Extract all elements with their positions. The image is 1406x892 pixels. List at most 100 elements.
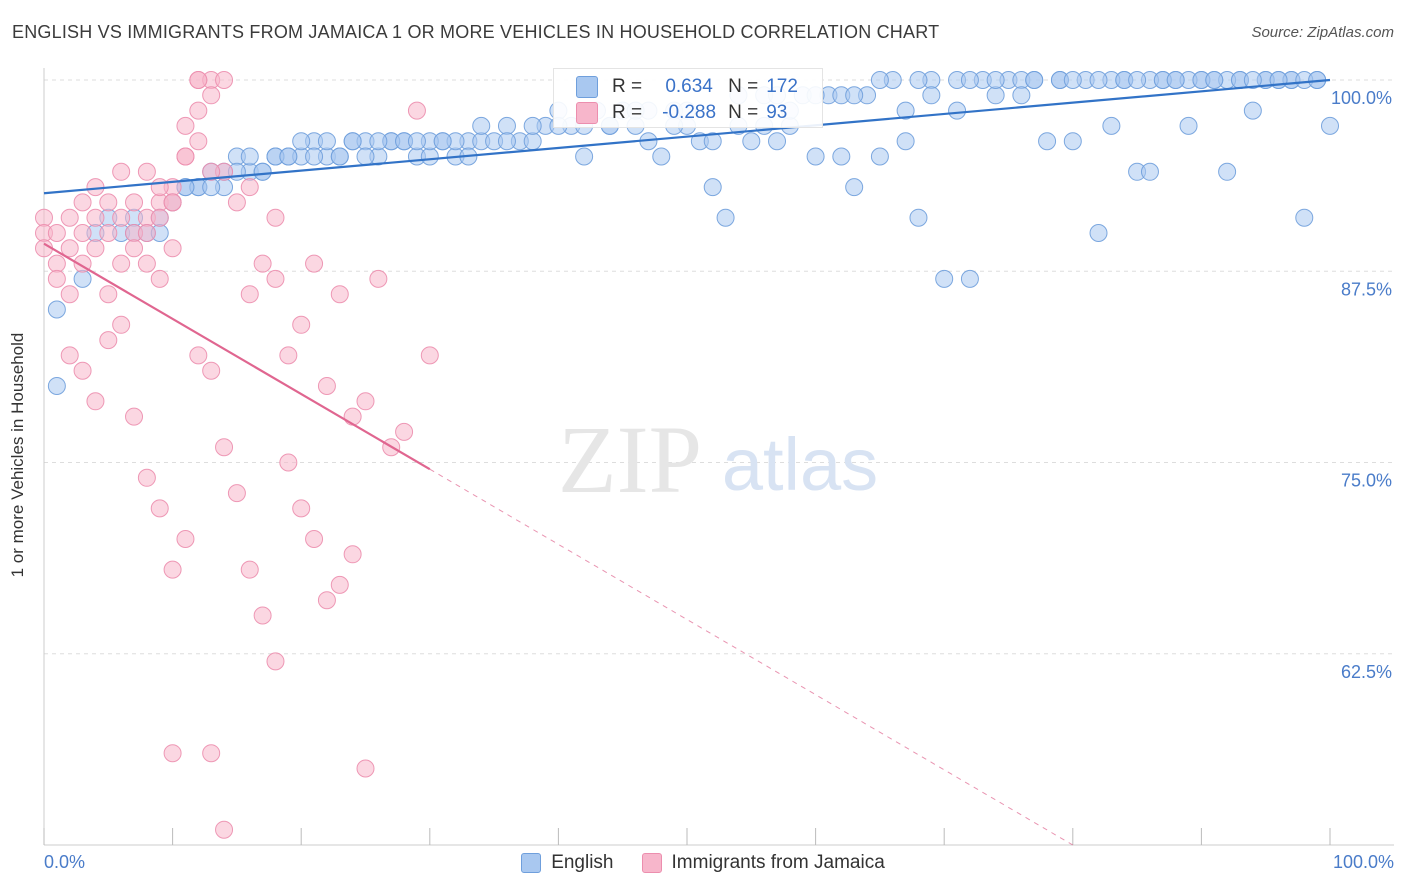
jamaica-point (189, 346, 208, 365)
english-point (960, 269, 979, 288)
english-point (575, 147, 594, 166)
jamaica-point (47, 254, 66, 273)
english-point (497, 132, 516, 151)
jamaica-point (356, 759, 375, 778)
english-point (1243, 101, 1262, 120)
english-point (1089, 224, 1108, 242)
jamaica-point (35, 208, 53, 227)
english-point (1063, 71, 1082, 89)
jamaica-point (176, 116, 195, 135)
english-point (1295, 208, 1314, 227)
english-point (1166, 71, 1185, 89)
y-tick-labels: 100.0% 87.5% 75.0% 62.5% (1331, 88, 1392, 682)
english-point (986, 86, 1005, 105)
jamaica-point (99, 193, 118, 212)
jamaica-point (215, 820, 234, 839)
jamaica-point (189, 101, 208, 120)
jamaica-point (86, 208, 105, 227)
english-point (703, 132, 722, 151)
english-n-label: N = (728, 76, 759, 97)
english-point (948, 101, 967, 120)
jamaica-point (202, 86, 221, 105)
english-point (523, 132, 542, 151)
jamaica-point (227, 484, 246, 503)
jamaica-point (202, 162, 221, 181)
legend-item-english[interactable]: English (521, 852, 614, 874)
jamaica-point (99, 224, 118, 242)
jamaica-point (73, 224, 92, 242)
english-point (47, 377, 66, 395)
jamaica-point (99, 331, 118, 350)
jamaica-point (317, 591, 336, 610)
jamaica-point (395, 422, 414, 441)
jamaica-point (125, 193, 144, 212)
english-swatch (576, 76, 598, 98)
jamaica-point (305, 254, 324, 273)
stats-row-english: R = 0.634 N = 172 (576, 75, 798, 99)
jamaica-point (215, 438, 234, 457)
jamaica-point (343, 407, 362, 426)
english-point (1012, 86, 1031, 105)
jamaica-point (60, 346, 79, 365)
watermark-zip: ZIP (558, 406, 702, 513)
english-point (1179, 116, 1198, 135)
jamaica-r-value: -0.288 (662, 102, 717, 123)
jamaica-point (125, 407, 144, 426)
jamaica-point (137, 468, 156, 487)
english-point (909, 208, 928, 227)
english-point (47, 300, 66, 319)
jamaica-point (202, 744, 221, 763)
english-point (1025, 71, 1044, 89)
jamaica-point (112, 254, 131, 273)
jamaica-point (150, 178, 169, 197)
jamaica-point (317, 377, 336, 395)
jamaica-point (240, 178, 259, 197)
jamaica-points (35, 71, 439, 839)
english-point (1038, 132, 1057, 151)
english-point (240, 147, 259, 166)
source-label: Source: ZipAtlas.com (1251, 24, 1394, 41)
jamaica-point (266, 652, 285, 671)
jamaica-swatch (576, 102, 598, 124)
jamaica-point (60, 208, 79, 227)
legend-jamaica-label: Immigrants from Jamaica (671, 852, 885, 873)
jamaica-point (163, 239, 182, 258)
english-point (845, 86, 864, 105)
jamaica-point (407, 101, 426, 120)
english-point (870, 147, 889, 166)
jamaica-point (60, 285, 79, 304)
jamaica-point (266, 269, 285, 288)
jamaica-n-label: N = (728, 102, 759, 123)
legend: English Immigrants from Jamaica (0, 852, 1406, 874)
english-point (986, 71, 1005, 89)
jamaica-point (112, 208, 131, 227)
jamaica-point (73, 361, 92, 380)
jamaica-point (343, 545, 362, 564)
jamaica-point (215, 71, 234, 89)
english-point (1140, 162, 1159, 181)
jamaica-point (253, 606, 272, 625)
jamaica-point (279, 453, 298, 472)
english-point (1089, 71, 1108, 89)
english-point (1102, 116, 1121, 135)
jamaica-point (137, 254, 156, 273)
english-point (1205, 71, 1224, 89)
english-point (407, 132, 426, 151)
jamaica-point (292, 315, 311, 334)
jamaica-point (112, 315, 131, 334)
jamaica-point (330, 575, 349, 594)
y-tick-label: 87.5% (1341, 279, 1392, 299)
english-point (356, 147, 375, 166)
english-point (472, 116, 491, 135)
jamaica-n-value: 93 (766, 102, 788, 123)
english-point (845, 178, 864, 197)
stats-box: R = 0.634 N = 172 R = -0.288 N = 93 (553, 68, 823, 128)
jamaica-point (150, 208, 169, 227)
jamaica-point (86, 239, 105, 258)
stats-row-jamaica: R = -0.288 N = 93 (576, 101, 787, 125)
legend-english-swatch (521, 853, 542, 873)
x-tick-max: 100.0% (1332, 852, 1394, 872)
jamaica-point (189, 71, 208, 89)
jamaica-point (240, 285, 259, 304)
legend-item-jamaica[interactable]: Immigrants from Jamaica (641, 852, 885, 874)
